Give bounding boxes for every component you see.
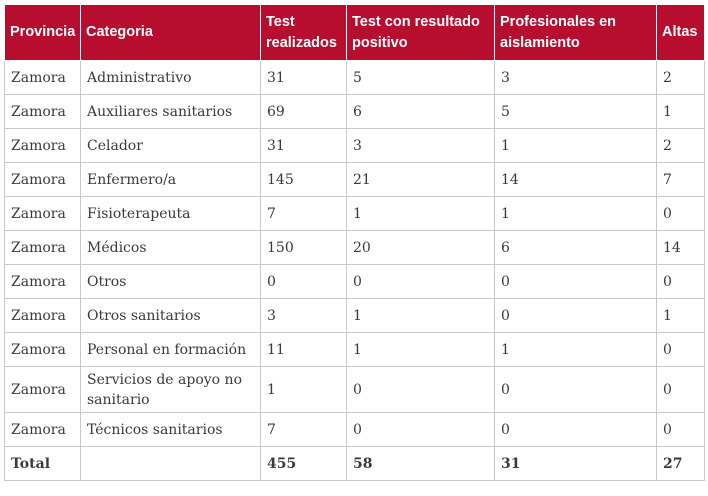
cell-provincia: Zamora [4, 366, 81, 413]
cell-aislamiento: 0 [494, 264, 657, 299]
cell-categoria: Auxiliares sanitarios [80, 94, 261, 129]
total-aislamiento: 31 [494, 446, 657, 481]
cell-provincia: Zamora [4, 94, 81, 129]
header-row: Provincia Categoria Test realizados Test… [4, 4, 705, 61]
cell-aislamiento: 5 [494, 94, 657, 129]
cell-categoria: Otros sanitarios [80, 298, 261, 333]
cell-altas: 1 [656, 94, 705, 129]
cell-provincia: Zamora [4, 332, 81, 367]
total-test-positivo: 58 [346, 446, 495, 481]
cell-provincia: Zamora [4, 230, 81, 265]
header-provincia: Provincia [4, 4, 81, 61]
cell-altas: 0 [656, 366, 705, 413]
table-row: Zamora Médicos 150 20 6 14 [4, 230, 705, 265]
cell-aislamiento: 0 [494, 298, 657, 333]
cell-provincia: Zamora [4, 128, 81, 163]
header-altas: Altas [656, 4, 705, 61]
cell-categoria: Personal en formación [80, 332, 261, 367]
cell-test-realizados: 7 [260, 412, 347, 447]
cell-categoria: Servicios de apoyo no sanitario [80, 366, 261, 413]
cell-aislamiento: 0 [494, 412, 657, 447]
cell-categoria: Médicos [80, 230, 261, 265]
table-row: Zamora Auxiliares sanitarios 69 6 5 1 [4, 94, 705, 129]
cell-test-realizados: 3 [260, 298, 347, 333]
cell-test-positivo: 1 [346, 298, 495, 333]
cell-test-positivo: 1 [346, 332, 495, 367]
cell-test-positivo: 0 [346, 366, 495, 413]
table-row: Zamora Enfermero/a 145 21 14 7 [4, 162, 705, 197]
total-altas: 27 [656, 446, 705, 481]
cell-aislamiento: 1 [494, 128, 657, 163]
cell-test-positivo: 21 [346, 162, 495, 197]
table-row: Zamora Personal en formación 11 1 1 0 [4, 332, 705, 367]
table-row: Zamora Otros sanitarios 3 1 0 1 [4, 298, 705, 333]
cell-altas: 0 [656, 332, 705, 367]
cell-aislamiento: 0 [494, 366, 657, 413]
cell-test-realizados: 11 [260, 332, 347, 367]
cell-test-realizados: 150 [260, 230, 347, 265]
total-row: Total 455 58 31 27 [4, 446, 705, 481]
cell-aislamiento: 1 [494, 196, 657, 231]
cell-provincia: Zamora [4, 264, 81, 299]
cell-test-realizados: 31 [260, 128, 347, 163]
cell-provincia: Zamora [4, 162, 81, 197]
cell-altas: 2 [656, 128, 705, 163]
cell-altas: 14 [656, 230, 705, 265]
cell-test-realizados: 1 [260, 366, 347, 413]
cell-altas: 1 [656, 298, 705, 333]
total-test-realizados: 455 [260, 446, 347, 481]
cell-categoria: Enfermero/a [80, 162, 261, 197]
cell-categoria: Celador [80, 128, 261, 163]
cell-aislamiento: 3 [494, 60, 657, 95]
cell-provincia: Zamora [4, 60, 81, 95]
cell-altas: 0 [656, 412, 705, 447]
cell-test-realizados: 7 [260, 196, 347, 231]
cell-test-positivo: 20 [346, 230, 495, 265]
cell-categoria: Otros [80, 264, 261, 299]
cell-categoria: Administrativo [80, 60, 261, 95]
cell-categoria: Fisioterapeuta [80, 196, 261, 231]
cell-provincia: Zamora [4, 412, 81, 447]
cell-aislamiento: 6 [494, 230, 657, 265]
cell-test-realizados: 31 [260, 60, 347, 95]
cell-altas: 0 [656, 264, 705, 299]
table-row: Zamora Administrativo 31 5 3 2 [4, 60, 705, 95]
header-test-positivo: Test con resultado positivo [346, 4, 495, 61]
total-categoria-empty [80, 446, 261, 481]
cell-altas: 0 [656, 196, 705, 231]
cell-test-realizados: 145 [260, 162, 347, 197]
table-row: Zamora Fisioterapeuta 7 1 1 0 [4, 196, 705, 231]
cell-altas: 2 [656, 60, 705, 95]
header-profesionales-aislamiento: Profesionales en aislamiento [494, 4, 657, 61]
table-row: Zamora Otros 0 0 0 0 [4, 264, 705, 299]
table-row: Zamora Técnicos sanitarios 7 0 0 0 [4, 412, 705, 447]
header-test-realizados: Test realizados [260, 4, 347, 61]
cell-categoria: Técnicos sanitarios [80, 412, 261, 447]
cell-provincia: Zamora [4, 196, 81, 231]
table-row: Zamora Servicios de apoyo no sanitario 1… [4, 366, 705, 413]
cell-altas: 7 [656, 162, 705, 197]
covid-staff-table: Provincia Categoria Test realizados Test… [4, 4, 705, 481]
cell-test-realizados: 69 [260, 94, 347, 129]
cell-test-positivo: 3 [346, 128, 495, 163]
cell-test-positivo: 5 [346, 60, 495, 95]
cell-test-realizados: 0 [260, 264, 347, 299]
table-row: Zamora Celador 31 3 1 2 [4, 128, 705, 163]
cell-test-positivo: 0 [346, 412, 495, 447]
cell-aislamiento: 1 [494, 332, 657, 367]
header-categoria: Categoria [80, 4, 261, 61]
cell-aislamiento: 14 [494, 162, 657, 197]
cell-test-positivo: 0 [346, 264, 495, 299]
cell-test-positivo: 6 [346, 94, 495, 129]
total-label: Total [4, 446, 81, 481]
cell-provincia: Zamora [4, 298, 81, 333]
cell-test-positivo: 1 [346, 196, 495, 231]
